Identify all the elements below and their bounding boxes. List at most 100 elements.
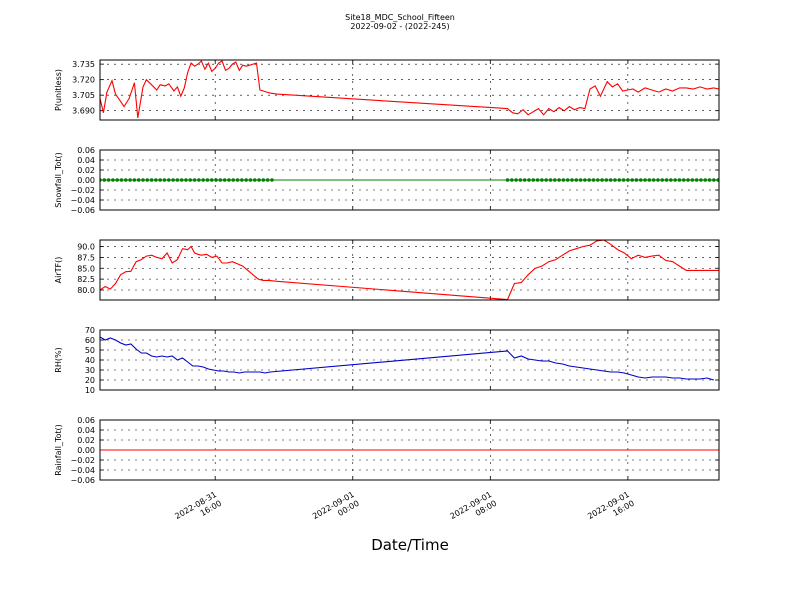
y-tick-label: 0.04	[77, 156, 95, 165]
data-point	[252, 178, 257, 182]
x-tick-label: 2022-09-0108:00	[449, 490, 499, 530]
data-point	[227, 178, 231, 182]
plot-area	[100, 240, 719, 300]
y-tick-label: −0.02	[70, 186, 95, 195]
y-tick-label: −0.06	[70, 476, 95, 485]
data-point	[184, 178, 188, 182]
panel-0: 3.690 3.705 3.720 3.735 P(unitless)	[54, 59, 720, 121]
y-axis-label: P(unitless)	[54, 69, 63, 111]
data-point	[583, 178, 587, 182]
data-point	[270, 178, 274, 182]
data-point	[111, 178, 115, 182]
data-point	[656, 178, 660, 182]
data-point	[630, 178, 634, 182]
data-point	[626, 178, 630, 182]
y-tick-label: 82.5	[77, 275, 95, 284]
y-tick-label: 87.5	[77, 253, 95, 262]
series-line	[100, 336, 714, 381]
data-point	[608, 178, 613, 182]
figure-title-line2: 2022-09-02 - (2022-245)	[350, 22, 449, 31]
panel-4: −0.06−0.04−0.020.000.020.040.06 Rainfall_…	[54, 416, 720, 485]
plot-area	[100, 60, 719, 118]
data-point	[222, 178, 227, 182]
data-point	[570, 178, 574, 182]
data-point	[102, 178, 107, 182]
data-point	[201, 178, 205, 182]
y-tick-label: 0.00	[77, 176, 95, 185]
y-tick-label: 0.02	[77, 166, 95, 175]
y-tick-label: −0.04	[70, 466, 95, 475]
panels: 3.6903.7053.7203.735P(unitless)−0.06−0.0…	[54, 59, 720, 485]
data-point	[235, 178, 240, 182]
data-point	[158, 178, 162, 182]
data-point	[128, 178, 132, 182]
y-tick-label: −0.04	[70, 196, 95, 205]
data-point	[578, 178, 583, 182]
y-tick-label: 3.705	[72, 91, 95, 100]
data-point	[595, 178, 600, 182]
data-point	[634, 178, 639, 182]
data-point	[145, 178, 150, 182]
data-point	[660, 178, 665, 182]
x-tick-label: 2022-08-3116:00	[173, 490, 223, 530]
data-point	[535, 178, 540, 182]
y-tick-label: 0.00	[77, 446, 95, 455]
y-tick-label: 80.0	[77, 286, 95, 295]
data-point	[638, 178, 643, 182]
data-point	[557, 178, 561, 182]
data-point	[690, 178, 695, 182]
data-point	[119, 178, 124, 182]
data-point	[544, 178, 548, 182]
data-point	[651, 178, 656, 182]
data-point	[261, 178, 266, 182]
panel-1: −0.06−0.04−0.020.000.020.040.06 Snowfall_…	[54, 146, 720, 215]
data-point	[699, 178, 703, 182]
data-point	[123, 178, 128, 182]
data-point	[136, 178, 141, 182]
y-tick-label: 50	[85, 346, 95, 355]
x-tick-label: 2022-09-0100:00	[311, 490, 361, 530]
axes-frame	[99, 419, 720, 481]
data-point	[257, 178, 261, 182]
y-tick-label: 0.04	[77, 426, 95, 435]
y-tick-label: 85.0	[77, 264, 95, 273]
data-point	[617, 178, 622, 182]
data-point	[613, 178, 617, 182]
axes-frame	[99, 329, 720, 391]
data-point	[205, 178, 210, 182]
y-tick-label: 70	[85, 326, 95, 335]
axes-frame	[99, 239, 720, 301]
data-point	[179, 178, 184, 182]
data-point	[514, 178, 518, 182]
data-point	[231, 178, 236, 182]
y-tick-label: 0.02	[77, 436, 95, 445]
data-point	[162, 178, 167, 182]
data-point	[591, 178, 596, 182]
series-line	[100, 240, 719, 300]
y-axis-label: RH(%)	[54, 347, 63, 372]
data-point	[677, 178, 682, 182]
y-tick-label: 60	[85, 336, 95, 345]
data-point	[694, 178, 699, 182]
data-point	[171, 178, 175, 182]
data-point	[548, 178, 553, 182]
x-axis-label: Date/Time	[371, 536, 449, 554]
data-point	[574, 178, 579, 182]
data-point	[686, 178, 690, 182]
data-point	[703, 178, 708, 182]
y-tick-label: 20	[85, 376, 95, 385]
data-point	[540, 178, 544, 182]
data-point	[673, 178, 677, 182]
y-axis-label: AirTF()	[54, 257, 63, 284]
data-point	[600, 178, 604, 182]
data-point	[166, 178, 171, 182]
y-tick-label: 0.06	[77, 146, 95, 155]
data-point	[669, 178, 673, 182]
data-point	[115, 178, 119, 182]
data-point	[214, 178, 218, 182]
data-point	[664, 178, 669, 182]
data-point	[647, 178, 652, 182]
data-point	[522, 178, 527, 182]
